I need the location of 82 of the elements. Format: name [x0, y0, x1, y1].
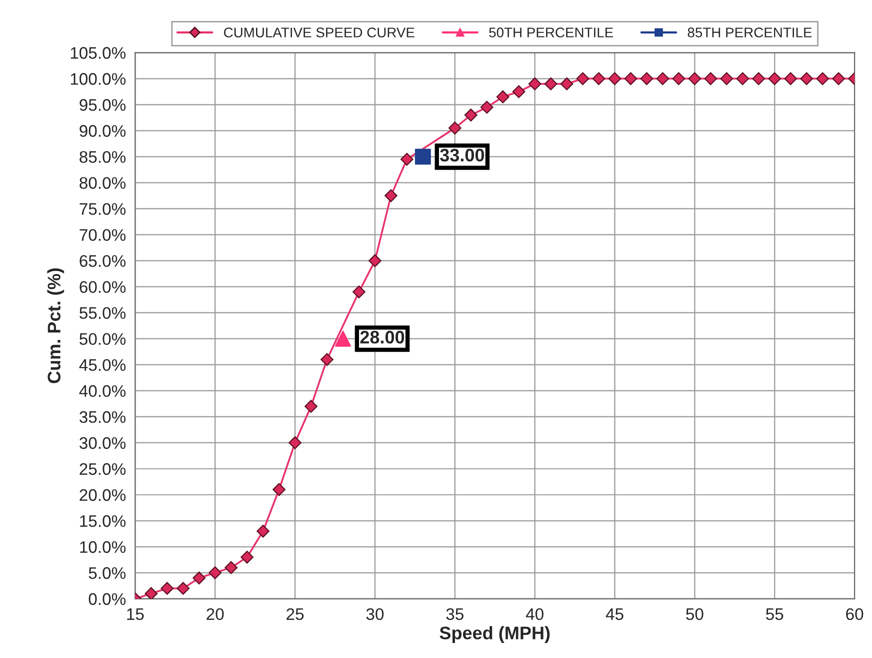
- point: [144, 587, 158, 599]
- point: [400, 152, 414, 166]
- x-axis-title: Speed (MPH): [440, 626, 550, 643]
- point: [528, 77, 542, 90]
- y-tick-label: 70.0%: [80, 229, 126, 241]
- y-tick-label: 40.0%: [79, 385, 126, 397]
- point: [208, 566, 222, 580]
- y-tick-label: 50.0%: [80, 333, 126, 345]
- y-tick-label: 95.0%: [80, 99, 126, 111]
- y-tick-label: 30.0%: [80, 437, 126, 449]
- point: [640, 72, 654, 86]
- y-tick-label: 90.0%: [80, 125, 126, 137]
- point: [656, 72, 670, 86]
- x-tick-label: 50: [686, 608, 704, 620]
- point: [512, 85, 526, 98]
- x-tick-label: 40: [526, 608, 544, 620]
- point: [272, 483, 286, 496]
- point: [800, 72, 814, 86]
- point: [784, 72, 798, 86]
- y-tick-label: 25.0%: [80, 463, 126, 475]
- point: [368, 254, 382, 268]
- legend-label: 85TH PERCENTILE: [688, 28, 812, 38]
- y-tick-label: 65.0%: [80, 255, 126, 267]
- y-tick-label: 100.0%: [70, 73, 126, 85]
- point: [752, 72, 766, 86]
- annotation: 33.00: [440, 148, 484, 162]
- point: [304, 400, 318, 413]
- legend-label: CUMULATIVE SPEED CURVE: [224, 28, 414, 38]
- x-tick-label: 45: [606, 608, 624, 620]
- point: [816, 72, 830, 86]
- point: [560, 77, 574, 90]
- y-tick-label: 60.0%: [80, 281, 126, 293]
- point: [592, 72, 606, 86]
- y-tick-label: 0.0%: [88, 593, 126, 605]
- point: [448, 122, 462, 135]
- x-tick-label: 30: [366, 608, 384, 620]
- point: [384, 189, 398, 202]
- point: [288, 436, 302, 450]
- point: [414, 148, 431, 165]
- y-tick-label: 10.0%: [80, 541, 126, 553]
- point: [335, 330, 351, 347]
- point: [736, 72, 750, 86]
- x-tick-label: 25: [286, 608, 304, 620]
- point: [608, 72, 622, 86]
- y-tick-label: 20.0%: [80, 489, 126, 501]
- x-tick-label: 60: [846, 608, 864, 620]
- point: [768, 72, 782, 86]
- y-tick-label: 55.0%: [80, 307, 126, 319]
- point: [720, 72, 734, 86]
- point: [576, 72, 590, 86]
- y-tick-label: 85.0%: [80, 151, 126, 163]
- point: [464, 108, 478, 122]
- point: [256, 524, 270, 538]
- y-tick-label: 35.0%: [80, 411, 126, 423]
- point: [544, 77, 558, 90]
- point: [496, 90, 510, 104]
- legend-label: 50TH PERCENTILE: [489, 28, 614, 38]
- y-tick-label: 75.0%: [80, 203, 126, 215]
- point: [176, 582, 190, 595]
- point: [688, 72, 702, 86]
- y-axis-title: Cum. Pct. (%): [47, 268, 64, 384]
- x-tick-label: 15: [127, 608, 144, 620]
- y-tick-label: 5.0%: [88, 567, 126, 579]
- x-tick-label: 20: [206, 608, 224, 620]
- point: [672, 72, 686, 86]
- point: [320, 353, 334, 366]
- point: [192, 572, 206, 584]
- point: [704, 72, 718, 86]
- y-tick-label: 45.0%: [79, 359, 126, 371]
- y-tick-label: 105.0%: [70, 47, 126, 59]
- x-tick-label: 55: [766, 608, 784, 620]
- x-tick-label: 35: [446, 608, 464, 620]
- y-tick-label: 15.0%: [80, 515, 126, 527]
- point: [224, 561, 238, 574]
- point: [160, 582, 174, 595]
- point: [624, 72, 638, 86]
- point: [240, 550, 254, 564]
- point: [480, 100, 494, 114]
- y-tick-label: 80.0%: [80, 177, 126, 189]
- annotation: 28.00: [360, 330, 404, 344]
- point: [832, 72, 846, 86]
- point: [352, 285, 366, 298]
